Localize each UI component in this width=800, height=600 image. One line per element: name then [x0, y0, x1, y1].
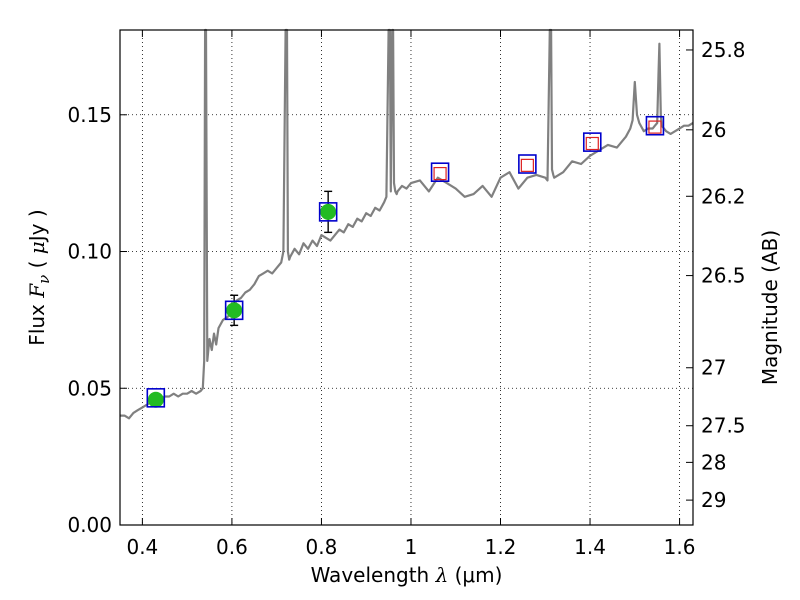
tick-layer: 0.4 0.6 0.8 1 1.2 1.4 1.6 0.00 0.05 0.10 0.15 25.8 2… [67, 30, 746, 559]
model-photometry-point [582, 132, 602, 152]
x-tick-label: 1.2 [485, 535, 517, 559]
x-tick-label: 1.6 [664, 535, 696, 559]
model-photometry-point [318, 202, 338, 222]
mag-tick-label: 26 [701, 118, 726, 142]
mag-tick-label: 27 [701, 356, 726, 380]
plot-frame [119, 29, 694, 526]
mag-tick-label: 25.8 [701, 38, 746, 62]
marker-layer [146, 115, 665, 408]
upper-limit-point [585, 136, 599, 151]
model-photometry-point [430, 162, 450, 183]
x-tick-label: 1 [405, 535, 418, 559]
mag-tick-label: 28 [701, 450, 726, 474]
measured-point [320, 203, 337, 220]
mag-tick-label: 26.2 [701, 184, 746, 208]
secondary-y-axis-title: Magnitude (AB) [758, 230, 782, 385]
y-tick-label: 0.05 [67, 376, 112, 400]
upper-limit-point [520, 158, 534, 172]
x-tick-label: 0.6 [216, 535, 248, 559]
grid [120, 30, 693, 526]
x-axis-title: Wavelength λ (μm) [311, 563, 503, 587]
mag-tick-label: 27.5 [701, 414, 746, 438]
series-layer [120, 28, 694, 420]
measured-point [226, 302, 243, 319]
model-photometry-point [146, 388, 166, 408]
y-tick-label: 0.00 [67, 513, 112, 537]
measured-point [147, 391, 164, 408]
mag-tick-label: 26.5 [701, 264, 746, 288]
mag-tick-label: 29 [701, 488, 726, 512]
model-photometry-point [645, 115, 665, 136]
model-photometry-point [224, 300, 244, 321]
model-photometry-point [518, 154, 537, 174]
x-tick-label: 0.4 [126, 535, 158, 559]
x-tick-label: 1.4 [574, 535, 606, 559]
sed-line [120, 28, 694, 420]
x-tick-label: 0.8 [306, 535, 338, 559]
upper-limit-point [648, 120, 662, 134]
y-tick-label: 0.10 [67, 240, 112, 264]
y-axis-title: Flux Fν ( μJy ) [25, 209, 53, 345]
y-tick-label: 0.15 [67, 103, 112, 127]
upper-limit-point [433, 166, 447, 181]
